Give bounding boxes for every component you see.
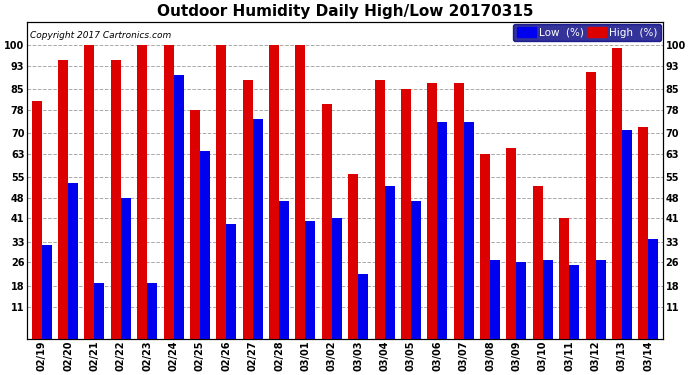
Bar [111, 60, 121, 339]
Bar [516, 262, 526, 339]
Bar [68, 183, 78, 339]
Bar [384, 186, 395, 339]
Bar [453, 83, 464, 339]
Bar [622, 130, 632, 339]
Legend: Low  (%), High  (%): Low (%), High (%) [513, 24, 661, 41]
Bar [200, 151, 210, 339]
Bar [269, 45, 279, 339]
Bar [480, 154, 490, 339]
Bar [253, 118, 263, 339]
Bar [216, 45, 226, 339]
Bar [638, 128, 649, 339]
Title: Outdoor Humidity Daily High/Low 20170315: Outdoor Humidity Daily High/Low 20170315 [157, 4, 533, 19]
Bar [427, 83, 437, 339]
Bar [559, 219, 569, 339]
Bar [41, 245, 52, 339]
Bar [322, 104, 332, 339]
Bar [437, 122, 447, 339]
Bar [375, 81, 384, 339]
Bar [243, 81, 253, 339]
Text: Copyright 2017 Cartronics.com: Copyright 2017 Cartronics.com [30, 31, 172, 40]
Bar [295, 45, 306, 339]
Bar [95, 283, 104, 339]
Bar [464, 122, 474, 339]
Bar [411, 201, 421, 339]
Bar [506, 148, 516, 339]
Bar [595, 260, 606, 339]
Bar [543, 260, 553, 339]
Bar [226, 224, 237, 339]
Bar [164, 45, 174, 339]
Bar [174, 75, 184, 339]
Bar [401, 89, 411, 339]
Bar [190, 110, 200, 339]
Bar [306, 221, 315, 339]
Bar [612, 48, 622, 339]
Bar [84, 45, 95, 339]
Bar [121, 198, 131, 339]
Bar [348, 174, 358, 339]
Bar [358, 274, 368, 339]
Bar [490, 260, 500, 339]
Bar [569, 266, 579, 339]
Bar [586, 72, 595, 339]
Bar [147, 283, 157, 339]
Bar [649, 239, 658, 339]
Bar [279, 201, 289, 339]
Bar [32, 101, 41, 339]
Bar [332, 219, 342, 339]
Bar [58, 60, 68, 339]
Bar [533, 186, 543, 339]
Bar [137, 45, 147, 339]
